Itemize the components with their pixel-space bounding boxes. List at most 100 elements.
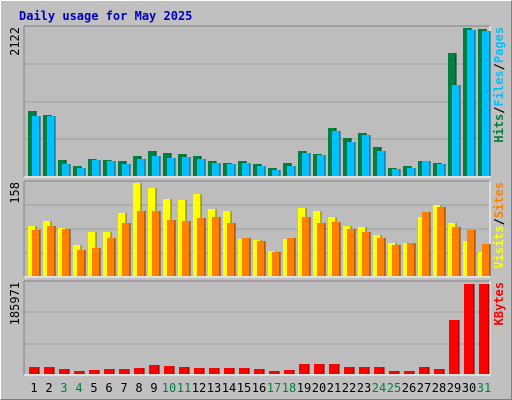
bar-files-day-5 [92,160,100,176]
bar-sites-day-8 [137,211,145,276]
bar-sites-day-9 [152,211,160,276]
bar-kbytes-day-30 [464,284,474,374]
bar-kbytes-day-20 [314,364,324,374]
x-axis-label-day-6: 6 [105,381,112,395]
bar-files-day-8 [137,159,145,176]
bar-kbytes-day-23 [359,367,369,374]
bar-kbytes-day-4 [74,371,84,374]
bar-kbytes-day-6 [104,369,114,374]
x-axis-label-day-20: 20 [312,381,326,395]
bar-kbytes-day-3 [59,369,69,374]
x-axis-label-day-11: 11 [177,381,191,395]
bar-sites-day-22 [347,229,355,276]
bar-sites-day-1 [32,230,40,276]
bar-sites-day-12 [197,218,205,276]
panel-kbytes: 185971 KBytes [8,280,506,376]
bar-files-day-16 [257,166,265,176]
bar-kbytes-day-13 [209,368,219,374]
bar-files-day-7 [122,164,130,176]
bar-kbytes-day-8 [134,368,144,374]
bar-kbytes-day-16 [254,369,264,374]
bar-sites-day-16 [257,241,265,276]
bar-kbytes-day-22 [344,367,354,374]
x-axis-label-day-17: 17 [267,381,281,395]
bar-kbytes-day-14 [224,368,234,374]
bar-sites-day-20 [317,223,325,276]
bar-kbytes-day-12 [194,368,204,374]
bar-files-day-18 [287,166,295,176]
bar-files-day-21 [332,131,340,176]
x-axis-label-day-8: 8 [135,381,142,395]
bar-kbytes-day-5 [89,370,99,374]
bar-sites-day-19 [302,217,310,276]
y-axis-label-segment: Pages [492,27,506,63]
x-axis-label-day-4: 4 [75,381,82,395]
y-axis-label-segment: Files [492,70,506,106]
bar-kbytes-day-28 [434,369,444,374]
x-axis-day-labels: 1 2 3 4 5 6 7 8 9 10 11 12 13 14 15 16 17 18 19 20 21 22 23 24 2… [30,381,491,395]
bar-kbytes-day-31 [479,284,489,374]
bar-sites-day-30 [467,230,475,276]
bar-files-day-13 [212,163,220,176]
chart-title: Daily usage for May 2025 [19,9,192,23]
x-axis-label-day-28: 28 [432,381,446,395]
x-axis-label-day-30: 30 [462,381,476,395]
bar-kbytes-day-17 [269,371,279,374]
x-axis-label-day-19: 19 [297,381,311,395]
bar-sites-day-5 [92,248,100,276]
bar-files-day-12 [197,159,205,176]
bar-kbytes-day-26 [404,371,414,374]
bar-sites-day-31 [482,244,490,276]
bar-kbytes-day-1 [29,367,39,374]
bar-files-day-25 [392,169,400,176]
bar-kbytes-day-19 [299,364,309,374]
panel-visits-sites: 158 Visits/Sites [8,180,506,278]
bar-kbytes-day-7 [119,369,129,374]
bar-sites-day-6 [107,238,115,276]
bar-kbytes-day-9 [149,365,159,374]
bar-files-day-26 [407,168,415,176]
x-axis-label-day-23: 23 [357,381,371,395]
bar-files-day-24 [377,151,385,176]
bar-sites-day-14 [227,223,235,276]
x-axis-label-day-14: 14 [222,381,236,395]
bar-kbytes-day-24 [374,367,384,374]
y-max-label: 185971 [8,282,22,325]
bar-sites-day-2 [47,226,55,276]
y-max-label: 158 [8,182,22,204]
bar-files-day-2 [47,116,55,176]
bar-files-day-28 [437,164,445,176]
bar-sites-day-10 [167,220,175,276]
bar-sites-day-29 [452,227,460,276]
y-axis-label: KBytes [492,282,506,325]
bar-sites-day-7 [122,223,130,276]
bar-sites-day-15 [242,238,250,276]
x-axis-label-day-27: 27 [417,381,431,395]
bar-sites-day-13 [212,217,220,276]
bar-kbytes-day-18 [284,370,294,374]
bar-sites-day-18 [287,238,295,276]
x-axis-label-day-31: 31 [477,381,491,395]
x-axis-label-day-26: 26 [402,381,416,395]
bar-files-day-27 [422,161,430,176]
bar-files-day-22 [347,142,355,176]
bar-files-day-14 [227,164,235,176]
x-axis-label-day-15: 15 [237,381,251,395]
x-axis-label-day-13: 13 [207,381,221,395]
bar-kbytes-day-21 [329,364,339,374]
bar-sites-day-11 [182,221,190,276]
x-axis-label-day-1: 1 [30,381,37,395]
x-axis-label-day-3: 3 [60,381,67,395]
y-axis-label-segment: / [492,218,506,225]
bar-sites-day-24 [377,238,385,276]
x-axis-label-day-29: 29 [447,381,461,395]
y-axis-label-segment: Sites [492,182,506,218]
y-max-label: 2122 [8,27,22,56]
bar-files-day-6 [107,161,115,176]
bar-files-day-29 [452,85,460,176]
bar-sites-day-28 [437,207,445,276]
y-axis-label: Visits/Sites [492,182,506,269]
